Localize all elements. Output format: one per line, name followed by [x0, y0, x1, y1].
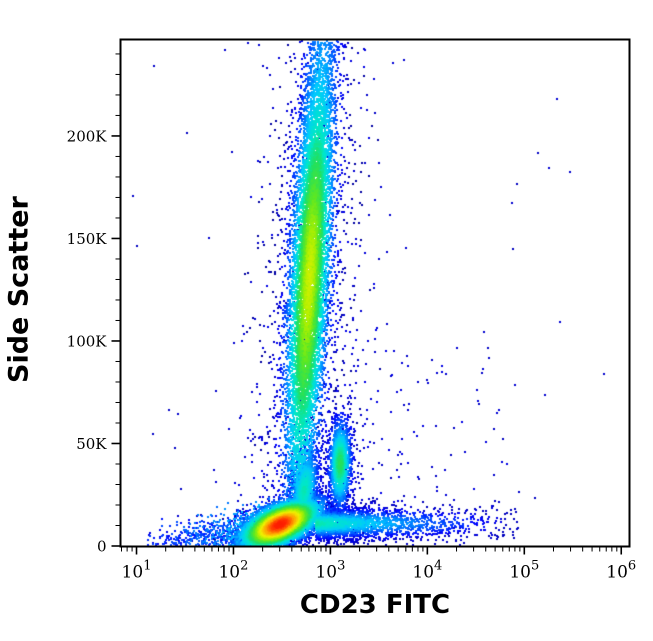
scatter-plot-canvas — [121, 40, 629, 546]
svg-text:102: 102 — [218, 559, 248, 583]
svg-text:106: 106 — [606, 559, 636, 583]
svg-text:104: 104 — [412, 559, 442, 583]
svg-text:105: 105 — [509, 559, 539, 583]
y-axis-title: Side Scatter — [3, 196, 35, 384]
svg-text:150K: 150K — [67, 230, 108, 248]
svg-text:50K: 50K — [76, 435, 107, 453]
svg-text:0: 0 — [97, 538, 107, 556]
svg-text:100K: 100K — [67, 332, 108, 350]
svg-text:200K: 200K — [67, 127, 108, 145]
svg-text:103: 103 — [315, 559, 345, 583]
svg-text:101: 101 — [122, 559, 152, 583]
x-axis-title: CD23 FITC — [299, 590, 451, 620]
